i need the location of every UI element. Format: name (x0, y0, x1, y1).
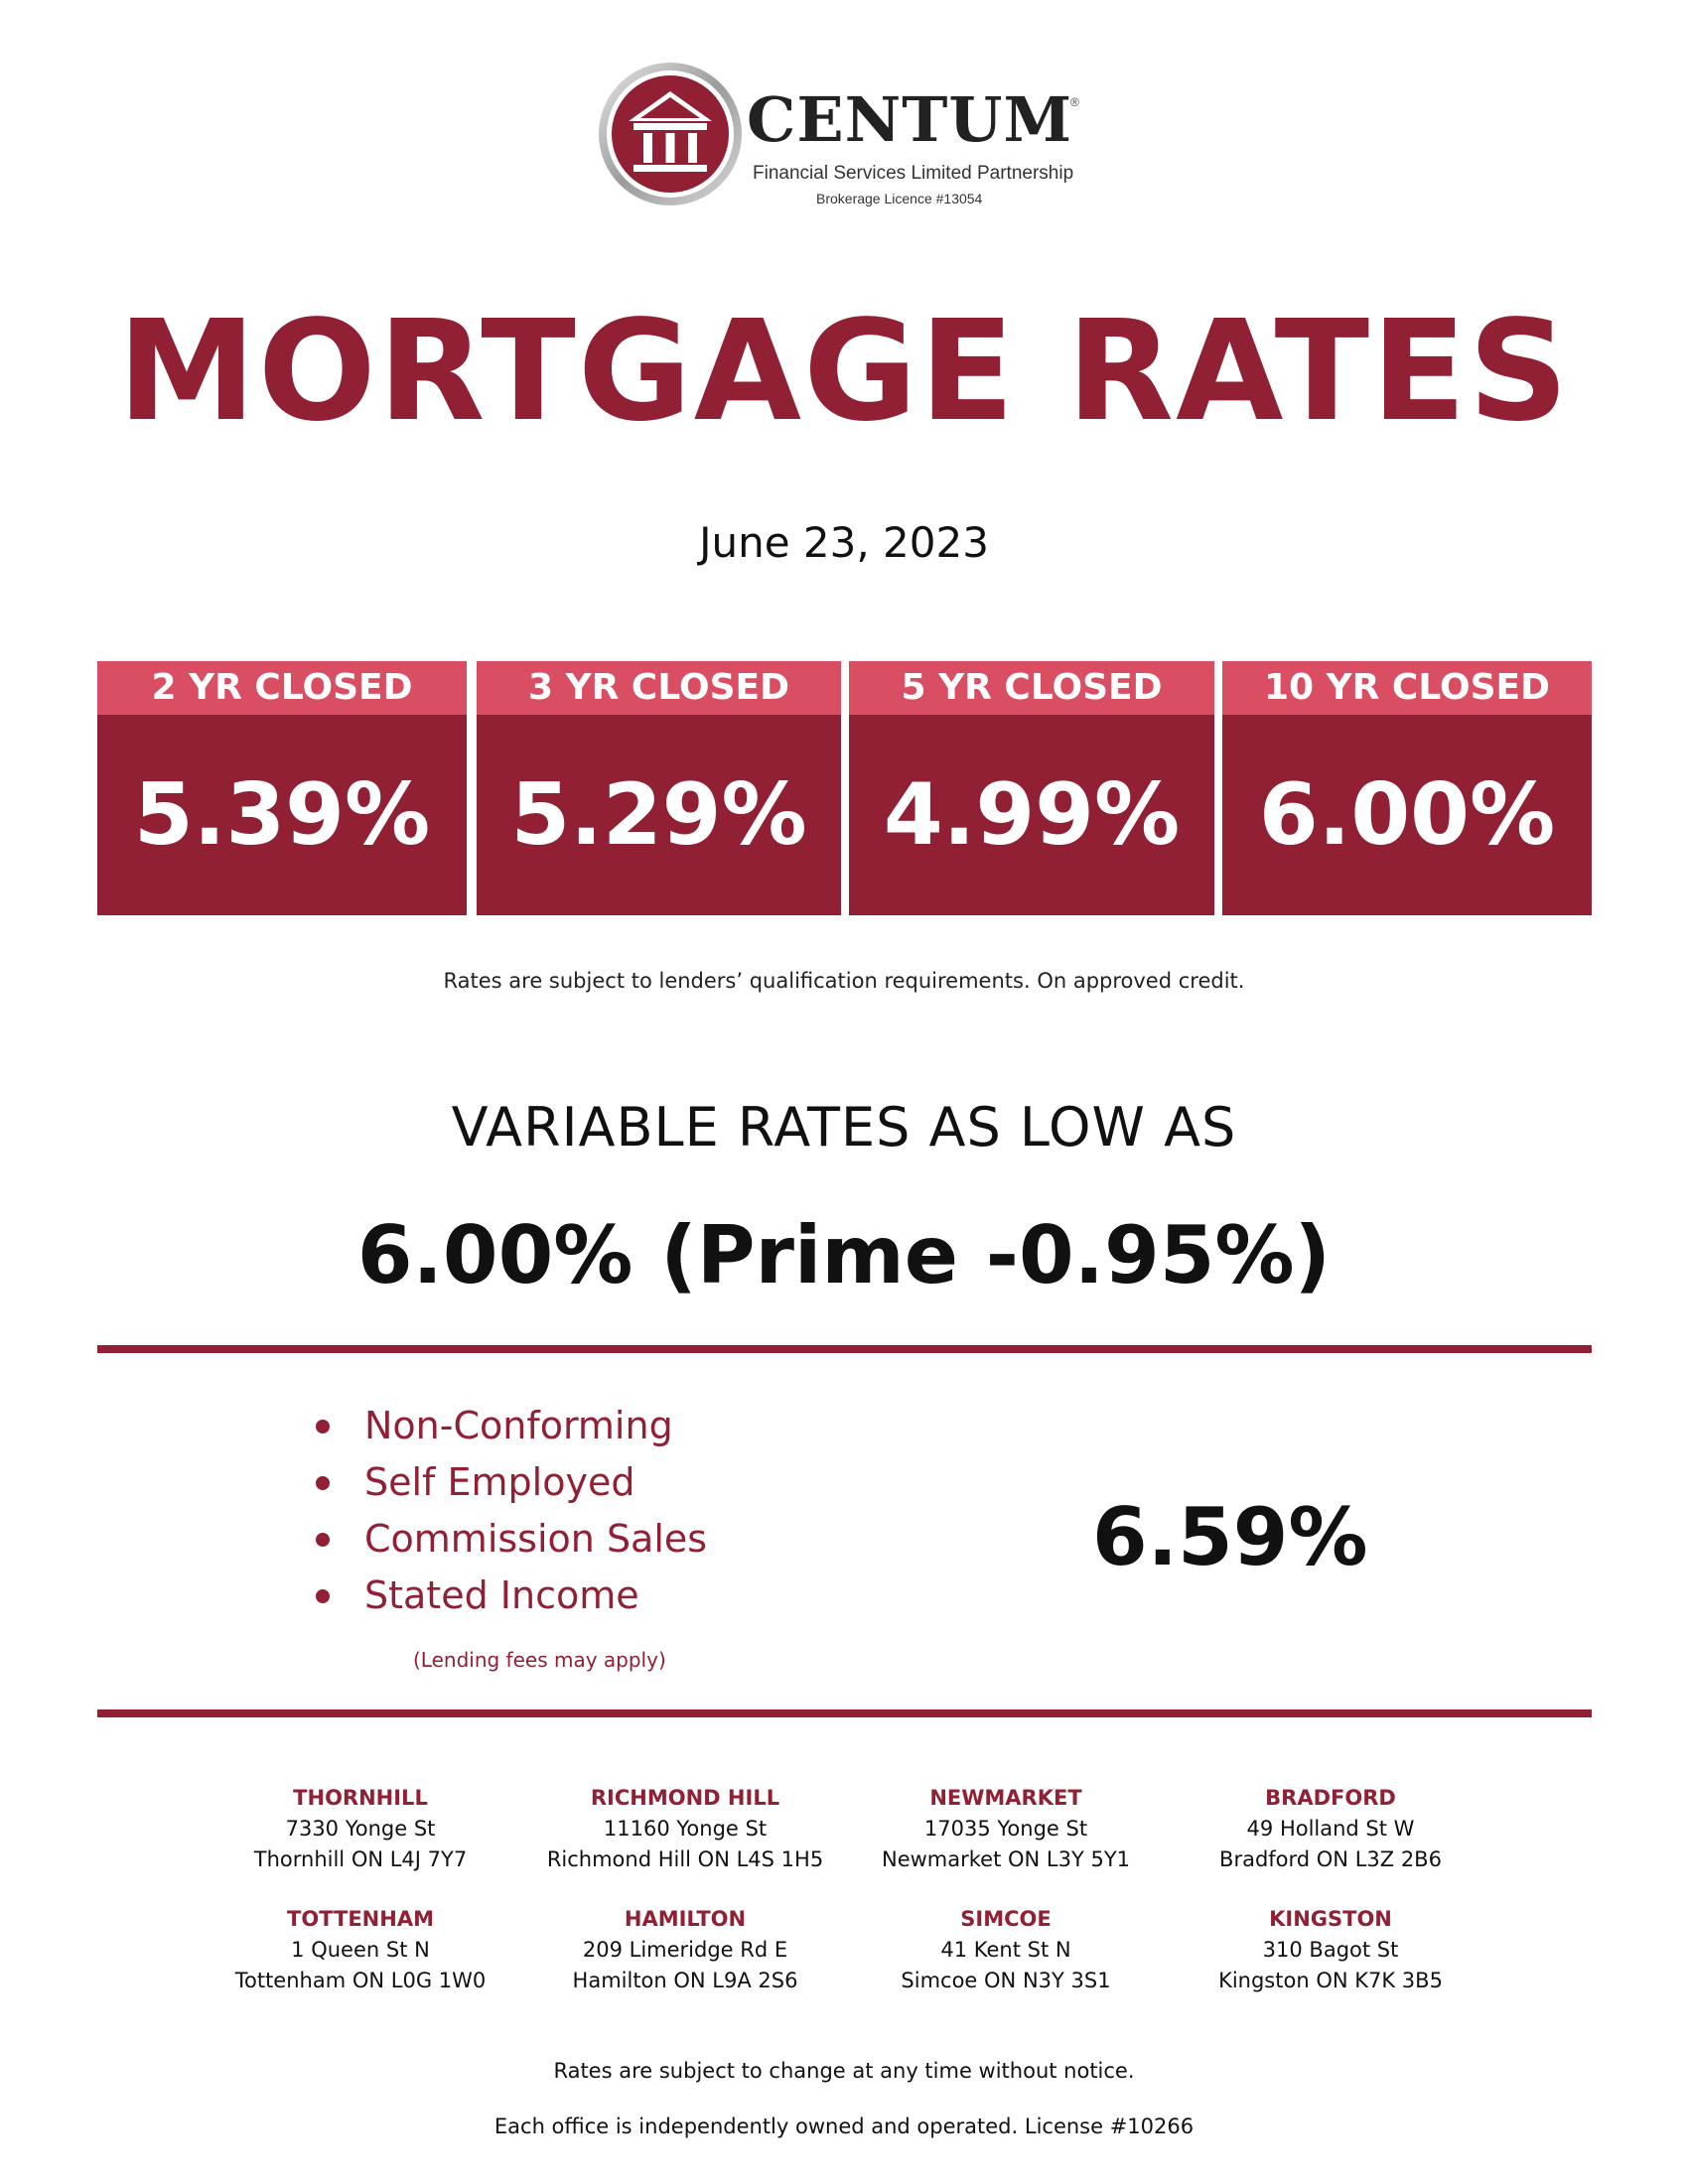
list-item-label: Commission Sales (364, 1517, 708, 1561)
office-name: BRADFORD (1265, 1786, 1396, 1810)
office-city: Thornhill ON L4J 7Y7 (253, 1847, 468, 1871)
office-name: KINGSTON (1269, 1907, 1392, 1931)
list-item: Commission Sales (310, 1511, 707, 1568)
centum-logo: CENTUM ® Financial Services Limited Part… (596, 60, 1112, 208)
office-street: 41 Kent St N (940, 1938, 1071, 1962)
rate-card-value: 6.00% (1222, 715, 1592, 915)
office-name: NEWMARKET (929, 1786, 1082, 1810)
office-city: Richmond Hill ON L4S 1H5 (546, 1847, 824, 1871)
office-street: 7330 Yonge St (285, 1817, 436, 1841)
office-street: 49 Holland St W (1246, 1817, 1415, 1841)
office-city: Simcoe ON N3Y 3S1 (901, 1969, 1111, 1992)
rate-card-term: 3 YR CLOSED (477, 661, 841, 715)
bullet-icon (316, 1420, 330, 1433)
list-item-label: Stated Income (364, 1573, 639, 1617)
office-street: 17035 Yonge St (923, 1817, 1088, 1841)
ownership-notice: Each office is independently owned and o… (493, 2115, 1195, 2138)
office-city: Tottenham ON L0G 1W0 (234, 1969, 487, 1992)
bullet-icon (316, 1476, 330, 1490)
office-street: 310 Bagot St (1262, 1938, 1399, 1962)
variable-rate-value: 6.00% (Prime -0.95%) (356, 1209, 1332, 1301)
office-kingston: KINGSTON 310 Bagot St Kingston ON K7K 3B… (1162, 1904, 1499, 1996)
centum-logo-mark-icon (599, 63, 742, 205)
list-item-label: Non-Conforming (364, 1404, 673, 1447)
list-item: Stated Income (310, 1568, 707, 1624)
rate-card-10yr: 10 YR CLOSED 6.00% (1222, 661, 1592, 915)
office-name: RICHMOND HILL (590, 1786, 780, 1810)
logo-subtitle: Financial Services Limited Partnership (753, 163, 1074, 184)
logo-licence: Brokerage Licence #13054 (816, 191, 983, 206)
rate-card-2yr: 2 YR CLOSED 5.39% (97, 661, 467, 915)
office-hamilton: HAMILTON 209 Limeridge Rd E Hamilton ON … (516, 1904, 854, 1996)
office-tottenham: TOTTENHAM 1 Queen St N Tottenham ON L0G … (192, 1904, 529, 1996)
office-name: TOTTENHAM (287, 1907, 434, 1931)
rate-card-5yr: 5 YR CLOSED 4.99% (849, 661, 1214, 915)
office-name: THORNHILL (293, 1786, 428, 1810)
non-conforming-list: Non-Conforming Self Employed Commission … (310, 1398, 707, 1624)
section-divider (97, 1345, 1592, 1353)
rates-disclaimer: Rates are subject to lenders’ qualificat… (443, 969, 1245, 993)
office-city: Kingston ON K7K 3B5 (1218, 1969, 1443, 1992)
rate-card-term: 5 YR CLOSED (849, 661, 1214, 715)
rate-date: June 23, 2023 (699, 518, 989, 567)
office-bradford: BRADFORD 49 Holland St W Bradford ON L3Z… (1162, 1783, 1499, 1875)
rate-card-term: 2 YR CLOSED (97, 661, 467, 715)
rate-card-3yr: 3 YR CLOSED 5.29% (477, 661, 841, 915)
office-street: 209 Limeridge Rd E (582, 1938, 788, 1962)
office-street: 11160 Yonge St (603, 1817, 768, 1841)
section-divider (97, 1709, 1592, 1717)
bullet-icon (316, 1589, 330, 1603)
office-newmarket: NEWMARKET 17035 Yonge St Newmarket ON L3… (837, 1783, 1175, 1875)
logo-registered-mark: ® (1070, 95, 1079, 109)
lending-fees-note: (Lending fees may apply) (413, 1648, 666, 1672)
rate-card-value: 5.39% (97, 715, 467, 915)
list-item: Non-Conforming (310, 1398, 707, 1454)
list-item-label: Self Employed (364, 1460, 635, 1504)
office-simcoe: SIMCOE 41 Kent St N Simcoe ON N3Y 3S1 (837, 1904, 1175, 1996)
list-item: Self Employed (310, 1454, 707, 1511)
office-city: Bradford ON L3Z 2B6 (1219, 1847, 1442, 1871)
logo-brand: CENTUM (747, 83, 1073, 156)
office-city: Newmarket ON L3Y 5Y1 (881, 1847, 1131, 1871)
office-thornhill: THORNHILL 7330 Yonge St Thornhill ON L4J… (192, 1783, 529, 1875)
non-conforming-rate: 6.59% (1092, 1491, 1368, 1583)
office-richmond-hill: RICHMOND HILL 11160 Yonge St Richmond Hi… (516, 1783, 854, 1875)
rate-card-term: 10 YR CLOSED (1222, 661, 1592, 715)
rate-card-value: 4.99% (849, 715, 1214, 915)
rate-card-value: 5.29% (477, 715, 841, 915)
office-name: SIMCOE (960, 1907, 1052, 1931)
bullet-icon (316, 1533, 330, 1547)
variable-rates-heading: VARIABLE RATES AS LOW AS (451, 1096, 1237, 1159)
page-title: MORTGAGE RATES (117, 291, 1571, 453)
office-name: HAMILTON (624, 1907, 747, 1931)
office-city: Hamilton ON L9A 2S6 (572, 1969, 798, 1992)
office-street: 1 Queen St N (291, 1938, 430, 1962)
change-notice: Rates are subject to change at any time … (553, 2059, 1135, 2083)
